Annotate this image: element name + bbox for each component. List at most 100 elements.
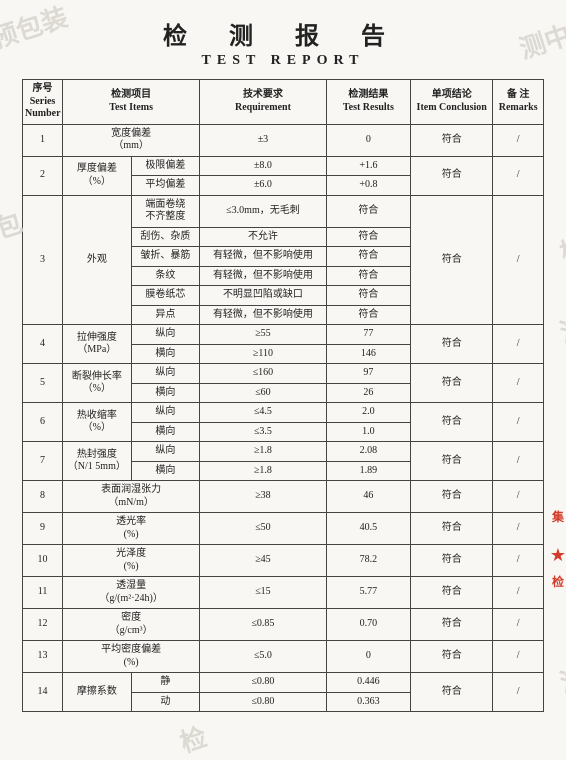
cell-req: ≤4.5 [200,403,327,423]
cell-subitem: 纵向 [131,442,200,462]
cell-req: ≥38 [200,481,327,513]
table-row: 6 热收缩率（%） 纵向 ≤4.5 2.0 符合 / [23,403,544,423]
cell-conclusion: 符合 [411,442,493,481]
cell-res: 0.446 [326,673,410,693]
cell-num: 5 [23,364,63,403]
table-row: 2 厚度偏差（%） 极限偏差 ±8.0 +1.6 符合 / [23,156,544,176]
cell-req: ≥1.8 [200,442,327,462]
cell-subitem: 极限偏差 [131,156,200,176]
cell-item: 热封强度（N/1 5mm） [63,442,132,481]
cell-req: ≥55 [200,325,327,345]
table-row: 12 密度（g/cm³） ≤0.85 0.70 符合 / [23,609,544,641]
cell-req: ≤0.85 [200,609,327,641]
table-row: 5 断裂伸长率（%） 纵向 ≤160 97 符合 / [23,364,544,384]
page-title-en: TEST REPORT [22,53,544,69]
cell-remarks: / [493,481,544,513]
cell-conclusion: 符合 [411,609,493,641]
cell-num: 9 [23,513,63,545]
table-row: 13 平均密度偏差(%) ≤5.0 0 符合 / [23,641,544,673]
cell-item: 拉伸强度（MPa） [63,325,132,364]
cell-subitem: 条纹 [131,266,200,286]
cell-req: ≤160 [200,364,327,384]
cell-res: 5.77 [326,577,410,609]
cell-item: 透湿量（g/(m²·24h)） [63,577,200,609]
cell-req: ≤15 [200,577,327,609]
cell-item: 光泽度(%) [63,545,200,577]
cell-subitem: 横向 [131,422,200,442]
cell-subitem: 动 [131,692,200,712]
cell-req: ≤0.80 [200,692,327,712]
report-page: 检 测 报 告 TEST REPORT 序号 Series Number 检测项… [0,0,566,722]
cell-conclusion: 符合 [411,513,493,545]
cell-subitem: 横向 [131,344,200,364]
cell-conclusion: 符合 [411,195,493,325]
cell-item: 厚度偏差（%） [63,156,132,195]
cell-subitem: 静 [131,673,200,693]
cell-item: 外观 [63,195,132,325]
cell-remarks: / [493,673,544,712]
cell-subitem: 纵向 [131,325,200,345]
cell-remarks: / [493,609,544,641]
table-row: 14 摩擦系数 静 ≤0.80 0.446 符合 / [23,673,544,693]
cell-req: ≥110 [200,344,327,364]
header-remarks: 备 注 Remarks [493,80,544,125]
cell-res: 146 [326,344,410,364]
cell-req: ≤60 [200,383,327,403]
cell-num: 2 [23,156,63,195]
cell-remarks: / [493,641,544,673]
cell-req: ±8.0 [200,156,327,176]
cell-res: 符合 [326,286,410,306]
cell-num: 6 [23,403,63,442]
cell-res: 46 [326,481,410,513]
cell-subitem: 膜卷纸芯 [131,286,200,306]
stamp-star-icon: ★ [550,545,566,566]
cell-res: 0 [326,641,410,673]
cell-res: +0.8 [326,176,410,196]
cell-num: 14 [23,673,63,712]
cell-req: 有轻微，但不影响使用 [200,247,327,267]
cell-res: 78.2 [326,545,410,577]
cell-subitem: 横向 [131,383,200,403]
table-row: 11 透湿量（g/(m²·24h)） ≤15 5.77 符合 / [23,577,544,609]
cell-item: 平均密度偏差(%) [63,641,200,673]
cell-num: 13 [23,641,63,673]
cell-remarks: / [493,577,544,609]
cell-res: 2.08 [326,442,410,462]
header-series-number: 序号 Series Number [23,80,63,125]
table-header-row: 序号 Series Number 检测项目 Test Items 技术要求 Re… [23,80,544,125]
cell-num: 4 [23,325,63,364]
cell-subitem: 平均偏差 [131,176,200,196]
table-row: 4 拉伸强度（MPa） 纵向 ≥55 77 符合 / [23,325,544,345]
cell-remarks: / [493,442,544,481]
cell-num: 7 [23,442,63,481]
cell-req: ≤3.5 [200,422,327,442]
cell-remarks: / [493,513,544,545]
table-row: 9 透光率(%) ≤50 40.5 符合 / [23,513,544,545]
cell-res: 26 [326,383,410,403]
cell-res: 符合 [326,305,410,325]
cell-item: 密度（g/cm³） [63,609,200,641]
cell-req: ≤0.80 [200,673,327,693]
cell-res: 符合 [326,247,410,267]
cell-res: 0.363 [326,692,410,712]
cell-num: 11 [23,577,63,609]
cell-subitem: 异点 [131,305,200,325]
cell-num: 1 [23,124,63,156]
cell-req: 不明显凹陷或缺口 [200,286,327,306]
watermark-text: 检 [175,717,211,760]
cell-req: 有轻微，但不影响使用 [200,266,327,286]
cell-res: 1.89 [326,461,410,481]
table-row: 8 表面润湿张力（mN/m） ≥38 46 符合 / [23,481,544,513]
cell-num: 10 [23,545,63,577]
stamp-fragment: 检 [552,575,566,589]
cell-conclusion: 符合 [411,364,493,403]
page-title-cn: 检 测 报 告 [22,16,544,51]
cell-res: 符合 [326,195,410,227]
cell-res: 77 [326,325,410,345]
header-conclusion: 单项结论 Item Conclusion [411,80,493,125]
cell-subitem: 横向 [131,461,200,481]
cell-subitem: 纵向 [131,403,200,423]
header-test-results: 检测结果 Test Results [326,80,410,125]
cell-remarks: / [493,156,544,195]
cell-res: 符合 [326,227,410,247]
